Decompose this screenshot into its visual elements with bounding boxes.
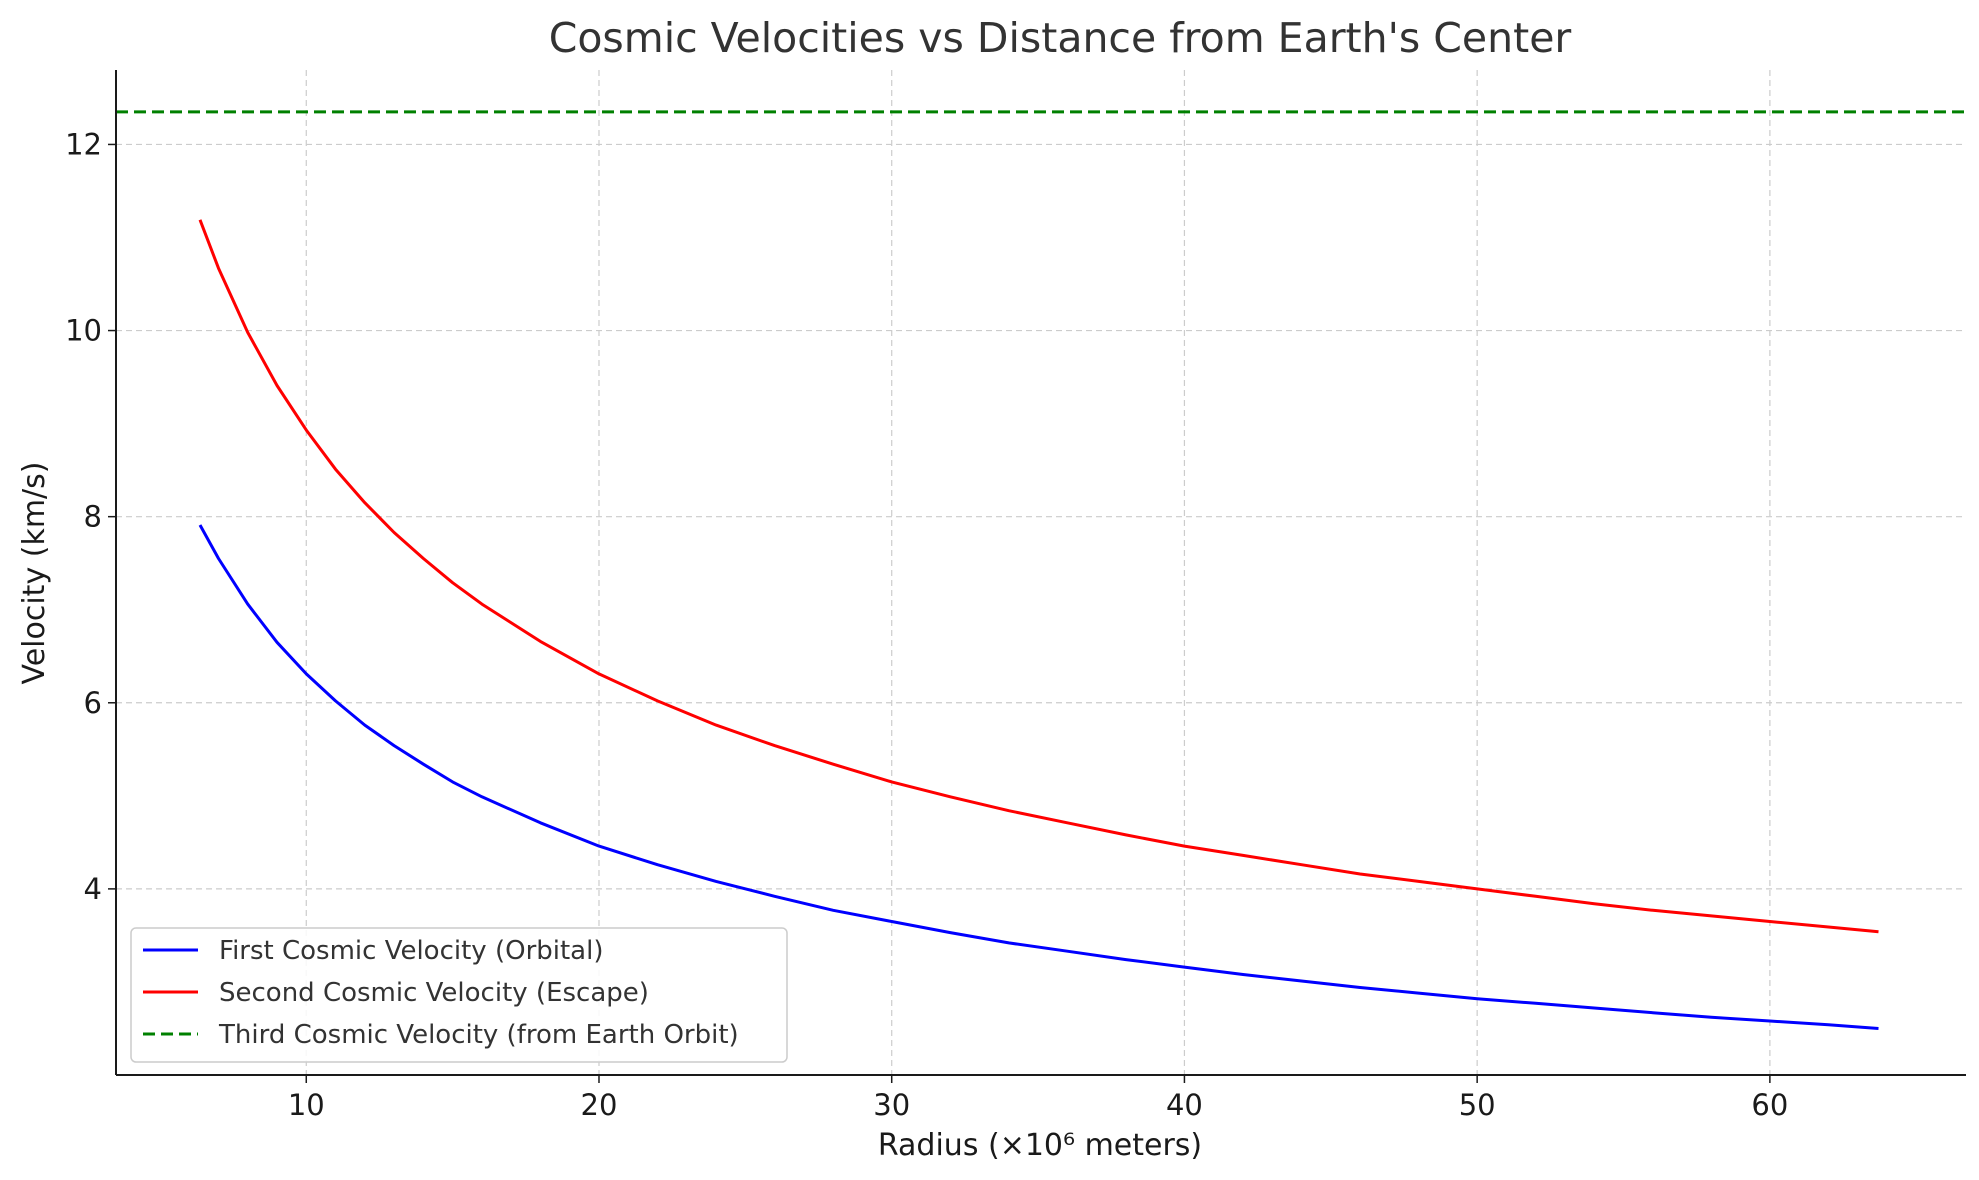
x-tick-label: 50 [1459,1088,1496,1122]
y-tick-label: 6 [84,686,102,720]
series-layer [116,110,1966,1030]
y-tick-label: 10 [65,314,102,348]
legend-entry-second-label: Second Cosmic Velocity (Escape) [219,978,649,1008]
legend-entry-first-label: First Cosmic Velocity (Orbital) [219,936,603,966]
series-second-cosmic-velocity-line [198,219,1879,934]
y-ticks: 4 6 8 10 12 [65,127,116,906]
chart-title: Cosmic Velocities vs Distance from Earth… [549,14,1572,62]
grid [116,70,1966,1075]
x-tick-label: 60 [1751,1088,1788,1122]
x-ticks: 10 20 30 40 50 60 [288,1075,1788,1122]
series-first-cosmic-velocity-line [198,524,1879,1030]
legend: First Cosmic Velocity (Orbital) Second Co… [130,927,788,1063]
y-tick-label: 12 [65,127,102,161]
legend-box [130,927,788,1063]
y-axis-label: Velocity (km/s) [17,462,52,685]
x-axis-label: Radius (×10⁶ meters) [878,1128,1202,1163]
x-tick-label: 40 [1166,1088,1203,1122]
y-tick-label: 8 [84,500,102,534]
legend-entry-third-label: Third Cosmic Velocity (from Earth Orbit) [218,1020,739,1050]
x-tick-label: 10 [288,1088,325,1122]
x-tick-label: 30 [873,1088,910,1122]
axes [115,70,1966,1076]
y-tick-label: 4 [84,872,102,906]
x-tick-label: 20 [581,1088,618,1122]
